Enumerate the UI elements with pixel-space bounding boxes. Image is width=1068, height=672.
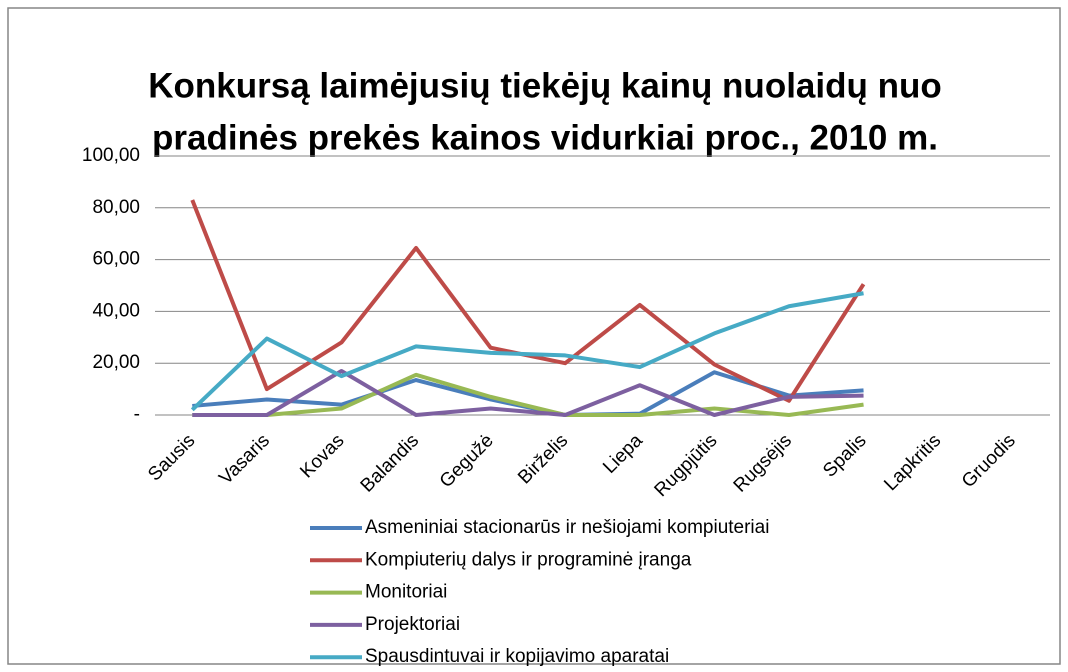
legend-label: Spausdintuvai ir kopijavimo aparatai — [365, 646, 669, 667]
y-tick-label: 40,00 — [92, 300, 140, 321]
legend-label: Projektoriai — [365, 614, 460, 635]
y-tick-label: - — [134, 404, 140, 425]
legend-label: Asmeniniai stacionarūs ir nešiojami komp… — [365, 517, 769, 538]
chart-title: pradinės prekės kainos vidurkiai proc., … — [152, 118, 938, 157]
y-tick-label: 80,00 — [92, 197, 140, 218]
series-line — [192, 372, 864, 417]
y-tick-label: 100,00 — [82, 145, 140, 166]
legend-label: Monitoriai — [365, 582, 447, 603]
chart-title: Konkursą laimėjusių tiekėjų kainų nuolai… — [148, 66, 941, 105]
series-line — [190, 291, 864, 412]
legend-label: Kompiuterių dalys ir programinė įranga — [365, 549, 692, 570]
series-line — [192, 368, 864, 417]
y-tick-label: 60,00 — [92, 249, 140, 270]
y-tick-label: 20,00 — [92, 352, 140, 373]
chart-border — [7, 7, 1061, 665]
